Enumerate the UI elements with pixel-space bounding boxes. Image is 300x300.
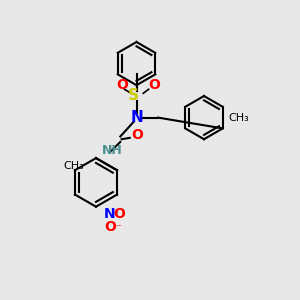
Text: CH₃: CH₃ bbox=[228, 112, 249, 123]
Text: O: O bbox=[113, 206, 125, 220]
Text: N: N bbox=[130, 110, 143, 125]
Text: O: O bbox=[149, 78, 161, 92]
Text: CH₃: CH₃ bbox=[64, 161, 84, 171]
Text: O: O bbox=[116, 78, 128, 92]
Text: O: O bbox=[104, 220, 116, 234]
Text: O: O bbox=[131, 128, 143, 142]
Text: NH: NH bbox=[101, 144, 122, 157]
Text: ⁺: ⁺ bbox=[112, 209, 118, 220]
Text: N: N bbox=[104, 206, 116, 220]
Text: ⁻: ⁻ bbox=[115, 223, 121, 233]
Text: S: S bbox=[128, 88, 139, 104]
